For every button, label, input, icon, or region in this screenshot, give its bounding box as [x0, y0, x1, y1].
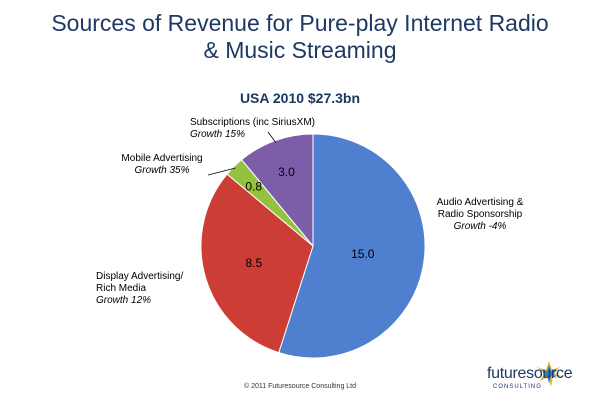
logo-text: futuresource: [487, 365, 573, 382]
slice-category-label-subscriptions: Subscriptions (inc SiriusXM) Growth 15%: [150, 117, 315, 141]
value-label-subscriptions: 3.0: [278, 165, 295, 179]
pie-slice-display: [200, 173, 314, 354]
display-growth: Growth 12%: [96, 295, 152, 306]
audio-name-line-1: Audio Advertising &: [436, 197, 524, 208]
mobile-name: Mobile Advertising: [121, 153, 203, 164]
leader-line-mobile: [207, 167, 236, 176]
chart-subtitle: USA 2010 $27.3bn: [239, 90, 361, 106]
subscriptions-growth: Growth 15%: [189, 129, 245, 140]
subscriptions-name: Subscriptions (inc SiriusXM): [189, 117, 315, 128]
chart-title-line-2: & Music Streaming: [203, 37, 397, 63]
chart-title: Sources of Revenue for Pure-play Interne…: [0, 10, 600, 64]
display-name-line-2: Rich Media: [96, 283, 147, 294]
leader-line-subscriptions: [267, 131, 277, 143]
audio-name-line-2: Radio Sponsorship: [437, 209, 523, 220]
pie-slice-audio: [278, 133, 426, 359]
futuresource-logo: futuresource CONSULTING: [487, 355, 592, 395]
slice-category-label-audio: Audio Advertising & Radio Sponsorship Gr…: [420, 197, 540, 233]
slice-category-label-mobile: Mobile Advertising Growth 35%: [112, 153, 212, 177]
audio-growth: Growth -4%: [453, 221, 507, 232]
value-label-audio: 15.0: [351, 247, 375, 261]
slice-category-label-display: Display Advertising/ Rich Media Growth 1…: [96, 271, 216, 307]
chart-title-line-1: Sources of Revenue for Pure-play Interne…: [51, 10, 549, 36]
value-label-display: 8.5: [245, 256, 262, 270]
logo-subtext: CONSULTING: [493, 384, 542, 390]
mobile-growth: Growth 35%: [134, 165, 190, 176]
pie-slice-subscriptions: [240, 133, 314, 248]
copyright-text: © 2011 Futuresource Consulting Ltd: [243, 383, 357, 390]
value-label-mobile: 0.8: [245, 179, 262, 193]
display-name-line-1: Display Advertising/: [96, 271, 184, 282]
logo-star-icon: [537, 361, 563, 387]
